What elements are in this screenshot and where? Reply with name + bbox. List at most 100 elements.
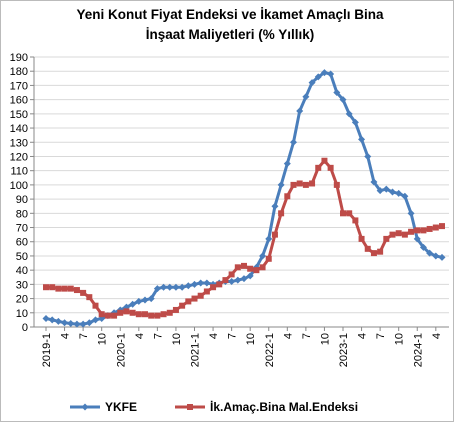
x-tick-label: 2024-1 (412, 333, 424, 367)
marker (160, 311, 167, 318)
marker (370, 178, 378, 186)
marker (79, 320, 87, 328)
x-tick-label: 10 (319, 333, 331, 345)
marker (247, 265, 254, 272)
marker (320, 69, 328, 77)
marker (123, 308, 130, 315)
marker (92, 316, 99, 324)
marker (278, 210, 285, 217)
marker (85, 319, 93, 327)
x-tick-label: 7 (152, 333, 164, 339)
marker (432, 224, 439, 231)
marker (284, 193, 291, 200)
x-tick-label: 4 (60, 333, 72, 339)
marker (42, 314, 50, 322)
marker (290, 181, 297, 188)
marker (67, 285, 74, 292)
x-tick-label: 7 (301, 333, 313, 339)
y-tick-label: 160 (10, 95, 28, 107)
marker (203, 279, 211, 287)
marker (43, 284, 49, 291)
marker (187, 404, 193, 410)
marker (92, 302, 99, 309)
y-tick-label: 70 (16, 223, 28, 235)
legend-label: YKFE (105, 400, 137, 414)
marker (73, 287, 80, 294)
marker (401, 231, 408, 238)
y-tick-label: 90 (16, 194, 28, 206)
marker (283, 160, 291, 168)
y-tick-label: 190 (10, 52, 28, 64)
marker (135, 297, 143, 305)
marker (246, 272, 254, 280)
marker (166, 309, 173, 316)
marker (340, 210, 346, 217)
marker (383, 235, 390, 242)
marker (241, 262, 247, 269)
marker (160, 283, 168, 291)
marker (438, 253, 446, 261)
y-tick-label: 30 (16, 279, 28, 291)
y-tick-label: 120 (10, 151, 28, 163)
x-tick-label: 4 (208, 333, 220, 339)
marker (389, 231, 396, 238)
marker (234, 276, 242, 284)
marker (228, 278, 236, 286)
marker (98, 311, 105, 318)
y-tick-label: 80 (16, 208, 28, 220)
marker (277, 181, 285, 189)
marker (315, 164, 322, 171)
marker (80, 289, 87, 296)
x-tick-label: 4 (282, 333, 294, 339)
x-tick-label: 4 (431, 333, 443, 339)
marker (222, 277, 229, 284)
marker (296, 107, 304, 115)
marker (309, 180, 316, 187)
marker (408, 228, 415, 235)
marker (308, 79, 316, 87)
marker (377, 248, 384, 255)
marker (129, 300, 137, 308)
marker (382, 185, 390, 193)
y-tick-label: 180 (10, 66, 28, 78)
marker (327, 164, 334, 171)
marker (55, 285, 62, 292)
chart-title: İnşaat Maliyetleri (% Yıllık) (146, 27, 315, 42)
x-tick-label: 10 (171, 333, 183, 345)
marker (395, 189, 403, 197)
marker (420, 227, 427, 234)
marker (290, 138, 297, 146)
marker (61, 285, 68, 292)
marker (376, 187, 384, 195)
y-tick-label: 0 (22, 322, 28, 334)
marker (395, 230, 402, 237)
x-tick-label: 2020-1 (115, 333, 127, 367)
y-tick-label: 10 (16, 308, 28, 320)
y-tick-label: 140 (10, 123, 28, 135)
marker (191, 280, 198, 288)
marker (147, 295, 155, 303)
marker (389, 188, 396, 196)
marker (265, 235, 273, 243)
marker (314, 73, 322, 81)
marker (364, 245, 371, 252)
y-tick-label: 50 (16, 251, 28, 263)
x-tick-label: 10 (97, 333, 109, 345)
marker (333, 181, 340, 188)
x-tick-label: 7 (375, 333, 387, 339)
marker (203, 288, 210, 295)
marker (370, 250, 377, 257)
marker (142, 311, 148, 318)
marker (148, 312, 155, 319)
marker (154, 312, 161, 319)
marker (216, 281, 223, 288)
y-tick-label: 130 (10, 137, 28, 149)
marker (259, 264, 266, 271)
marker (302, 181, 309, 188)
marker (345, 110, 353, 118)
x-tick-label: 2022-1 (264, 333, 276, 367)
marker (210, 284, 217, 291)
y-tick-label: 40 (16, 265, 28, 277)
